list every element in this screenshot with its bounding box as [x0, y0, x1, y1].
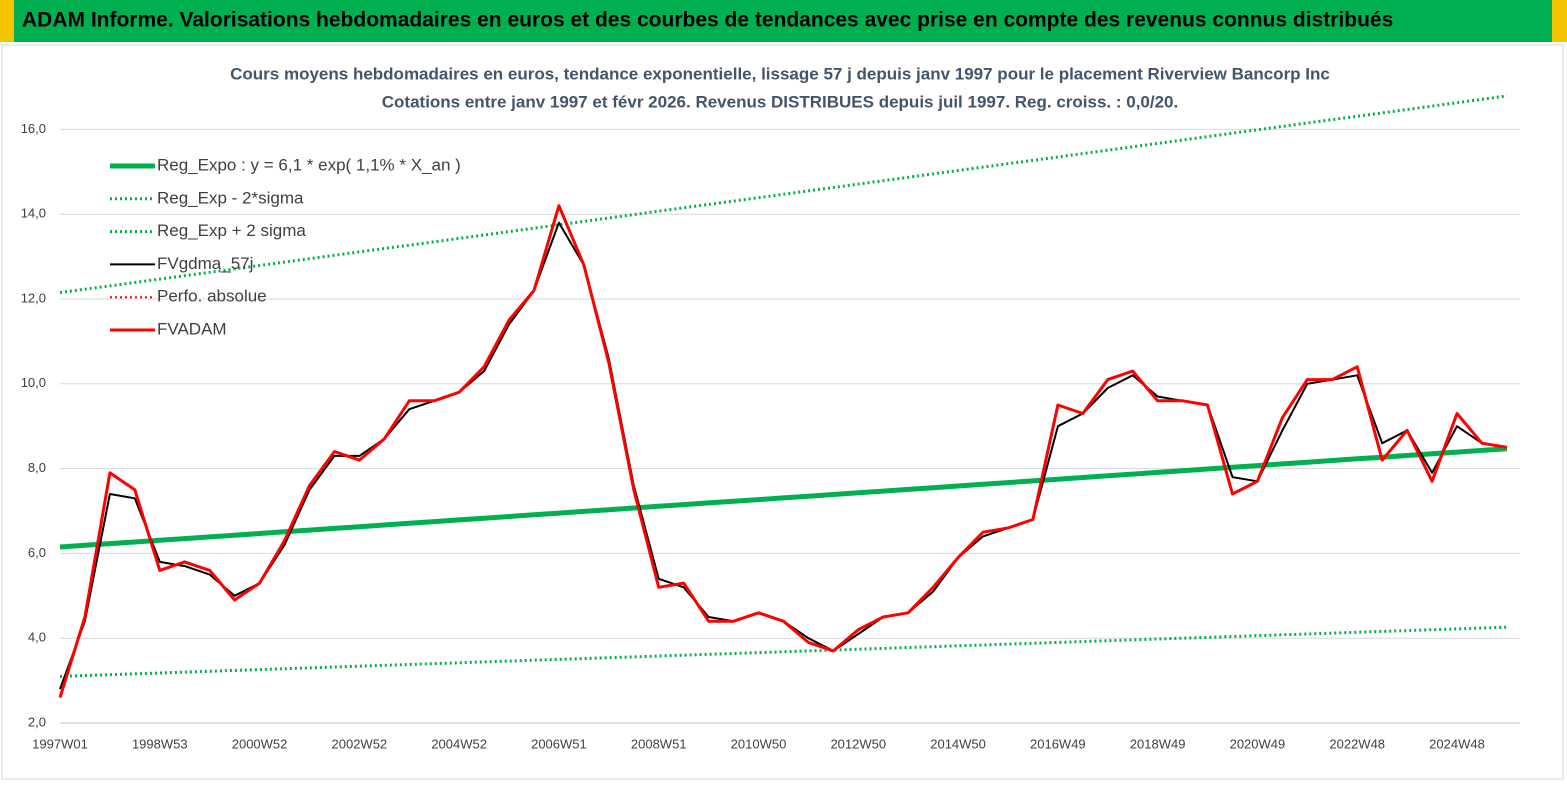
- y-tick-label: 16,0: [21, 121, 46, 136]
- series-line: [58, 204, 1508, 699]
- legend-label: FVADAM: [157, 319, 227, 338]
- legend-label: Perfo. absolue: [157, 287, 267, 306]
- legend-label: Reg_Exp + 2 sigma: [157, 221, 306, 240]
- x-tick-label: 2006W51: [531, 736, 587, 751]
- x-tick-label: 2018W49: [1130, 736, 1186, 751]
- series-line: [59, 94, 1508, 295]
- y-tick-label: 4,0: [28, 630, 46, 645]
- y-tick-label: 6,0: [28, 545, 46, 560]
- chart-subtitle: Cotations entre janv 1997 et févr 2026. …: [382, 92, 1178, 111]
- x-tick-label: 2010W50: [731, 736, 787, 751]
- x-tick-label: 2022W48: [1329, 736, 1385, 751]
- x-tick-label: 2020W49: [1230, 736, 1286, 751]
- x-tick-label: 2000W52: [232, 736, 288, 751]
- header-bar: [14, 0, 1552, 42]
- chart-title: Cours moyens hebdomadaires en euros, ten…: [230, 64, 1330, 83]
- y-tick-label: 8,0: [28, 460, 46, 475]
- y-tick-label: 2,0: [28, 714, 46, 729]
- legend-label: FVgdma_57j: [157, 254, 253, 273]
- legend-label: Reg_Expo : y = 6,1 * exp( 1,1% * X_an ): [157, 155, 461, 174]
- x-tick-label: 2024W48: [1429, 736, 1485, 751]
- y-tick-label: 10,0: [21, 375, 46, 390]
- x-tick-label: 2004W52: [431, 736, 487, 751]
- y-tick-label: 12,0: [21, 290, 46, 305]
- chart-border: [1, 44, 1564, 780]
- series-line: [59, 625, 1507, 678]
- x-tick-label: 2012W50: [830, 736, 886, 751]
- x-tick-label: 1997W01: [32, 736, 88, 751]
- legend-label: Reg_Exp - 2*sigma: [157, 188, 304, 207]
- y-tick-label: 14,0: [21, 206, 46, 221]
- x-tick-label: 2016W49: [1030, 736, 1086, 751]
- x-tick-label: 2008W51: [631, 736, 687, 751]
- x-tick-label: 2014W50: [930, 736, 986, 751]
- header-title: ADAM Informe. Valorisations hebdomadaire…: [22, 9, 1393, 32]
- x-tick-label: 1998W53: [132, 736, 188, 751]
- x-tick-label: 2002W52: [332, 736, 388, 751]
